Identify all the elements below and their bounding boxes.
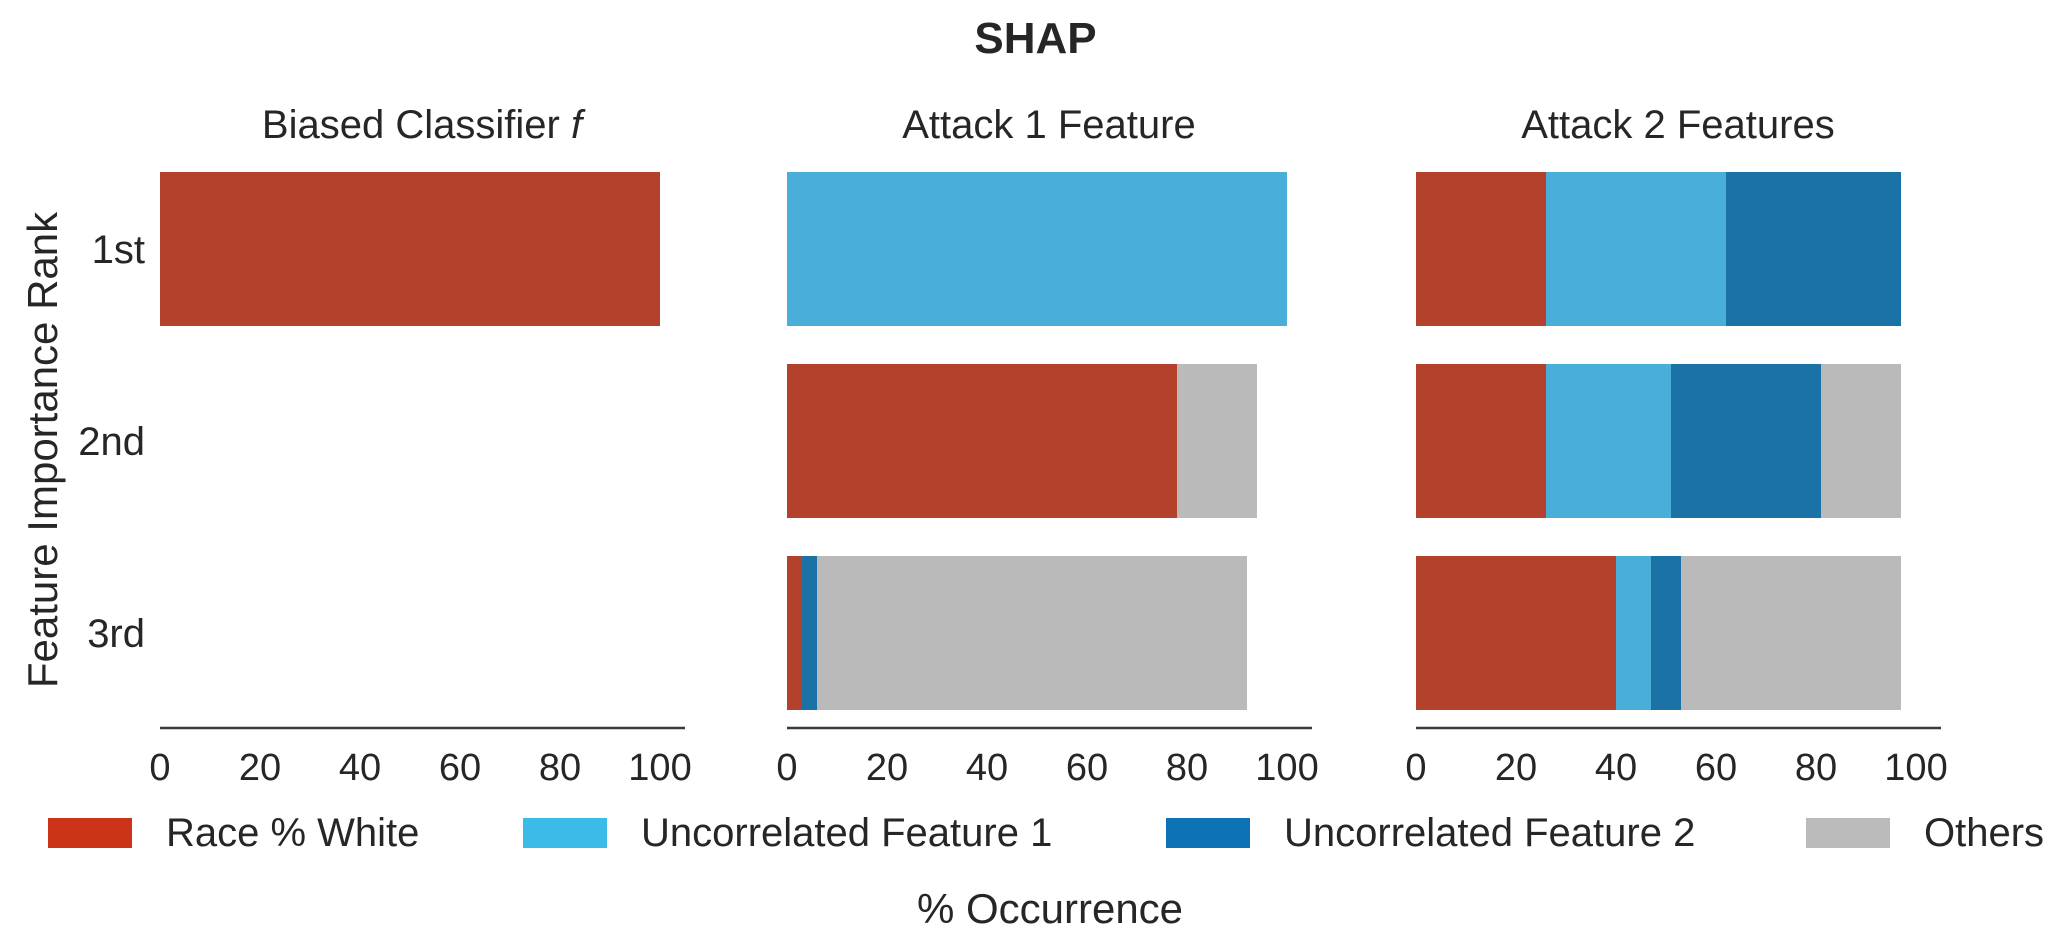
legend-swatch-uncorrelated-1 [523, 818, 607, 848]
bar-p2-2nd-s2 [1671, 364, 1821, 518]
bar-p2-2nd-s1 [1546, 364, 1671, 518]
legend-swatch-uncorrelated-2 [1166, 818, 1250, 848]
panel-title-2: Attack 2 Features [1521, 103, 1834, 147]
figure-title: SHAP [974, 14, 1097, 63]
panel-title-0: Biased Classifier f [262, 103, 586, 147]
y-tick-label-1st: 1st [92, 228, 145, 272]
legend-swatch-race-white [48, 818, 132, 848]
bar-p2-3rd-s3 [1681, 556, 1901, 710]
bar-p1-3rd-s0 [787, 556, 802, 710]
bar-p1-3rd-s2 [802, 556, 817, 710]
legend-label-uncorrelated-1: Uncorrelated Feature 1 [641, 810, 1053, 855]
x-tick-label-p0-40: 40 [339, 747, 381, 789]
bar-p0-1st-s0 [160, 172, 660, 326]
x-tick-label-p2-60: 60 [1695, 747, 1737, 789]
x-tick-label-p1-80: 80 [1166, 747, 1208, 789]
legend-item-others: Others [1806, 808, 2044, 858]
bar-p2-3rd-s2 [1651, 556, 1681, 710]
legend: Race % White Uncorrelated Feature 1 Unco… [0, 808, 2071, 858]
x-tick-label-p2-100: 100 [1884, 747, 1947, 789]
bar-p2-1st-s0 [1416, 172, 1546, 326]
x-tick-label-p0-100: 100 [628, 747, 691, 789]
x-tick-label-p1-60: 60 [1066, 747, 1108, 789]
bar-p1-2nd-s0 [787, 364, 1177, 518]
bar-p2-1st-s1 [1546, 172, 1726, 326]
x-tick-label-p1-40: 40 [966, 747, 1008, 789]
bar-p2-3rd-s0 [1416, 556, 1616, 710]
x-tick-label-p2-40: 40 [1595, 747, 1637, 789]
panel-title-1: Attack 1 Feature [902, 103, 1195, 147]
legend-item-race-white: Race % White [48, 808, 419, 858]
bar-p2-2nd-s0 [1416, 364, 1546, 518]
bar-p2-1st-s2 [1726, 172, 1901, 326]
x-axis-label: % Occurrence [916, 885, 1184, 932]
x-tick-label-p2-80: 80 [1795, 747, 1837, 789]
bar-p2-3rd-s1 [1616, 556, 1651, 710]
legend-item-uncorrelated-1: Uncorrelated Feature 1 [523, 808, 1052, 858]
bar-p2-2nd-s3 [1821, 364, 1901, 518]
y-tick-label-2nd: 2nd [78, 420, 145, 464]
x-tick-label-p1-0: 0 [776, 747, 797, 789]
x-tick-label-p1-100: 100 [1255, 747, 1318, 789]
x-tick-label-p2-20: 20 [1495, 747, 1537, 789]
legend-label-race-white: Race % White [166, 810, 420, 855]
x-tick-label-p2-0: 0 [1405, 747, 1426, 789]
x-tick-label-p0-60: 60 [439, 747, 481, 789]
y-tick-label-3rd: 3rd [87, 612, 145, 656]
legend-swatch-others [1806, 818, 1890, 848]
y-axis-label: Feature Importance Rank [19, 211, 66, 688]
bar-p1-2nd-s3 [1177, 364, 1257, 518]
legend-label-uncorrelated-2: Uncorrelated Feature 2 [1284, 810, 1696, 855]
x-tick-label-p0-80: 80 [539, 747, 581, 789]
bar-p1-1st-s1 [787, 172, 1287, 326]
bar-p1-3rd-s3 [817, 556, 1247, 710]
x-tick-label-p0-20: 20 [239, 747, 281, 789]
x-tick-label-p0-0: 0 [149, 747, 170, 789]
legend-label-others: Others [1924, 810, 2045, 855]
x-tick-label-p1-20: 20 [866, 747, 908, 789]
legend-item-uncorrelated-2: Uncorrelated Feature 2 [1166, 808, 1695, 858]
